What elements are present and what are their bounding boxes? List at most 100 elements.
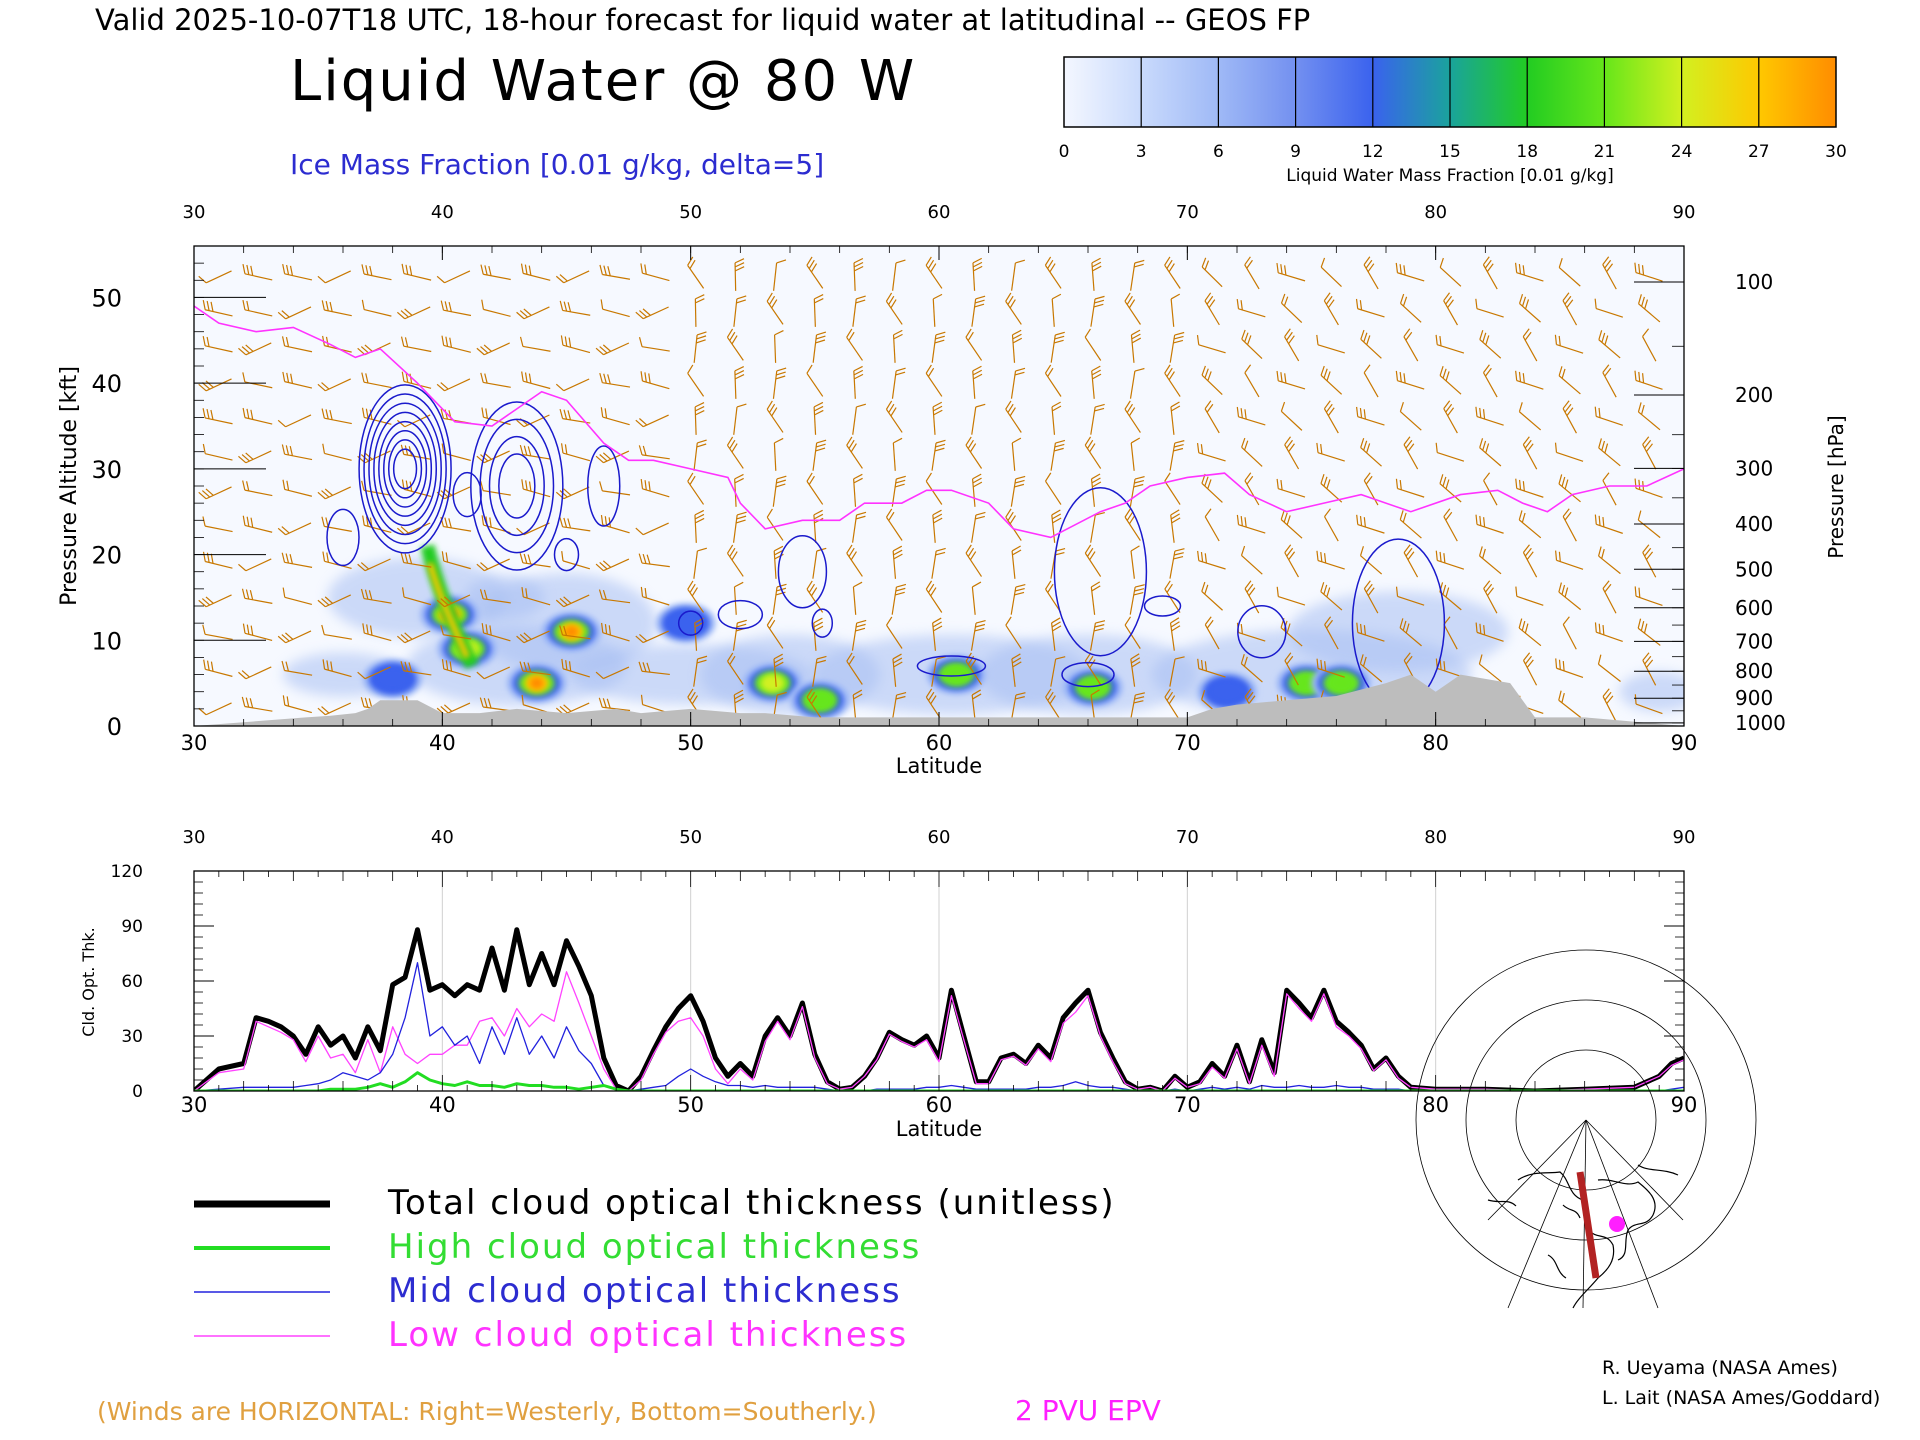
wind-barb-feather <box>1445 587 1450 598</box>
wind-barb <box>1051 293 1062 327</box>
wind-barb-feather <box>1164 364 1171 374</box>
wind-barb-feather <box>286 264 290 275</box>
wind-barb-feather <box>1447 299 1454 308</box>
wind-barb-feather <box>285 553 290 564</box>
wind-barb <box>1276 478 1306 498</box>
wind-barb-feather <box>1094 299 1105 304</box>
wind-barb <box>1356 514 1385 534</box>
wind-barb-feather <box>1084 328 1091 338</box>
wind-barb-feather <box>1052 625 1062 632</box>
wind-barb-feather <box>321 300 325 311</box>
wind-barb <box>1355 298 1385 318</box>
wind-barb-feather <box>555 383 565 392</box>
bottom-x-tick-label-upper: 90 <box>1673 827 1696 848</box>
wind-barb-feather <box>1395 262 1399 273</box>
wind-barb <box>766 616 784 649</box>
wind-barb-feather <box>242 300 246 310</box>
wind-barb <box>891 475 906 507</box>
wind-barb-feather <box>1562 616 1570 625</box>
wind-barb-shaft <box>732 622 738 651</box>
wind-barb-feather <box>855 627 866 632</box>
wind-barb <box>1395 262 1425 282</box>
wind-barb-shaft <box>1278 488 1306 498</box>
wind-barb-feather <box>362 515 365 526</box>
wind-barb-feather <box>1356 406 1359 417</box>
wind-barb-feather <box>972 581 982 588</box>
colorbar-frame <box>1063 56 1837 128</box>
wind-barb-feather <box>281 552 286 563</box>
wind-barb <box>971 473 983 507</box>
wind-barb-shaft <box>1399 627 1422 647</box>
wind-barb-shaft <box>1084 444 1102 469</box>
plot-title: Liquid Water @ 80 W <box>290 49 916 114</box>
wind-barb-feather <box>1594 406 1597 417</box>
wind-barb-shaft <box>1518 627 1542 647</box>
wind-barb-shaft <box>205 702 232 716</box>
wind-barb-feather <box>1284 544 1292 554</box>
wind-barb-feather <box>289 445 293 456</box>
wind-barb-feather <box>777 691 787 696</box>
wind-barb-feather <box>481 515 485 526</box>
wind-barb <box>198 378 232 392</box>
wind-barb <box>1201 581 1223 611</box>
wind-barb-shaft <box>244 309 273 317</box>
wind-barb-feather <box>695 298 705 304</box>
wind-barb-shaft <box>1005 408 1022 433</box>
wind-barb-shaft <box>324 417 352 425</box>
wind-barb-feather <box>1288 335 1295 345</box>
wind-barb-shaft <box>772 370 778 399</box>
wind-barb-feather <box>1246 475 1254 485</box>
wind-barb-shaft <box>523 306 550 320</box>
wind-barb-feather <box>1283 296 1289 307</box>
wind-barb-feather <box>1479 329 1484 340</box>
wind-barb-feather <box>1170 293 1181 300</box>
wind-barb-shaft <box>1403 444 1419 470</box>
wind-barb-feather <box>1324 508 1331 517</box>
wind-barb <box>242 623 273 641</box>
wind-barb-feather <box>361 299 365 310</box>
wind-barb-feather <box>893 549 903 556</box>
wind-barb-feather <box>245 481 250 492</box>
wind-barb-feather <box>1320 444 1323 454</box>
wind-barb-feather <box>1521 512 1526 523</box>
wind-barb-feather <box>317 383 326 392</box>
wind-barb-shaft <box>403 453 432 460</box>
wind-barb-feather <box>563 409 568 420</box>
wind-barb-feather <box>1174 548 1185 552</box>
wind-barb-feather <box>1482 332 1487 343</box>
wind-barb-shaft <box>642 596 670 606</box>
wind-barb-feather <box>600 299 604 310</box>
wind-barb-feather <box>289 265 294 276</box>
wind-barb-feather <box>527 554 532 565</box>
wind-barb-feather <box>642 308 651 316</box>
wind-barb-feather <box>975 403 986 408</box>
winds-note: (Winds are HORIZONTAL: Right=Westerly, B… <box>97 1397 877 1426</box>
wind-barb-feather <box>1641 296 1645 307</box>
wind-barb-feather <box>814 297 824 304</box>
wind-barb-feather <box>567 302 572 312</box>
wind-barb-feather <box>396 419 406 428</box>
wind-barb <box>931 439 946 471</box>
wind-barb <box>480 480 511 496</box>
wind-barb-feather <box>1594 298 1597 309</box>
wind-barb-feather <box>974 299 985 304</box>
wind-barb-feather <box>1399 264 1402 274</box>
wind-barb <box>1240 654 1263 683</box>
wind-barb-feather <box>766 292 773 302</box>
wind-barb-feather <box>1359 515 1363 526</box>
wind-barb-feather <box>1005 508 1012 518</box>
wind-barb-feather <box>366 624 369 635</box>
wind-barb-feather <box>1054 443 1065 448</box>
wind-barb-feather <box>1012 333 1022 340</box>
wind-barb-shaft <box>773 262 778 291</box>
wind-barb <box>852 403 867 435</box>
liquid-water-cell <box>1329 674 1354 693</box>
plot-subtitle: Ice Mass Fraction [0.01 g/kg, delta=5] <box>290 148 824 181</box>
wind-barb-shaft <box>484 450 510 464</box>
wind-barb <box>1091 257 1102 291</box>
wind-barb-shaft <box>806 480 824 505</box>
wind-barb-shaft <box>1045 480 1062 505</box>
wind-barb <box>1554 442 1584 462</box>
wind-barb-shaft <box>483 273 511 281</box>
wind-barb <box>1316 658 1345 678</box>
